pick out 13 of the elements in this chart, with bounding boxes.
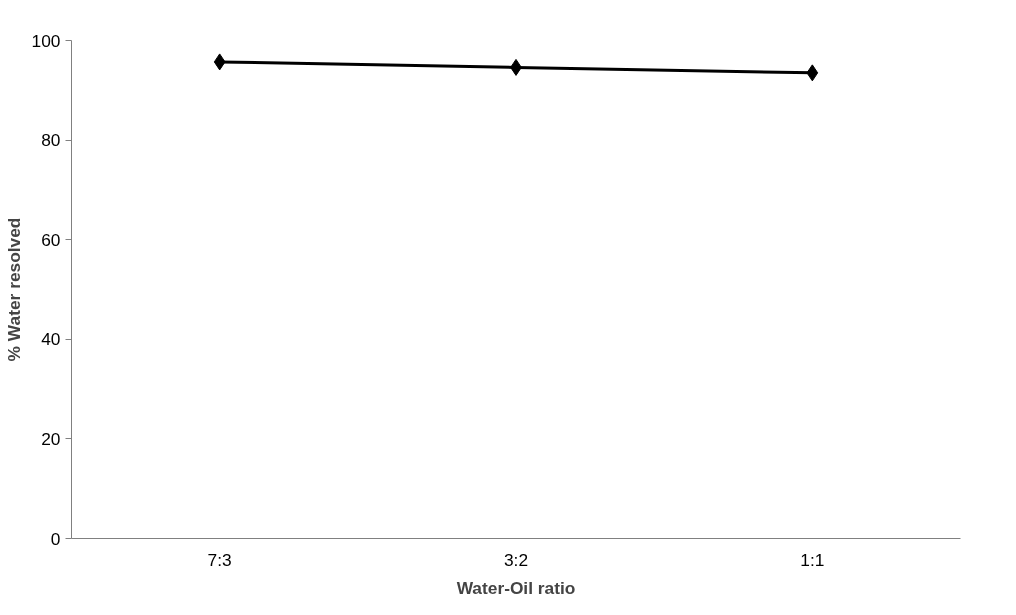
x-tick-label: 7:3 bbox=[207, 549, 232, 570]
x-tick-label: 3:2 bbox=[503, 549, 529, 570]
y-tick-label: 60 bbox=[41, 229, 61, 250]
y-tick-label: 0 bbox=[50, 528, 61, 549]
point bbox=[213, 53, 226, 71]
x-tick-label: 1:1 bbox=[800, 549, 825, 570]
y-axis-title: % Water resolved bbox=[3, 217, 24, 362]
y-tick-label: 20 bbox=[41, 428, 61, 449]
x-axis-title: Water-Oil ratio bbox=[456, 577, 576, 598]
point bbox=[806, 64, 819, 82]
y-tick-label: 80 bbox=[41, 130, 61, 151]
y-tick-label: 40 bbox=[41, 329, 61, 350]
y-tick-label: 100 bbox=[31, 30, 61, 51]
